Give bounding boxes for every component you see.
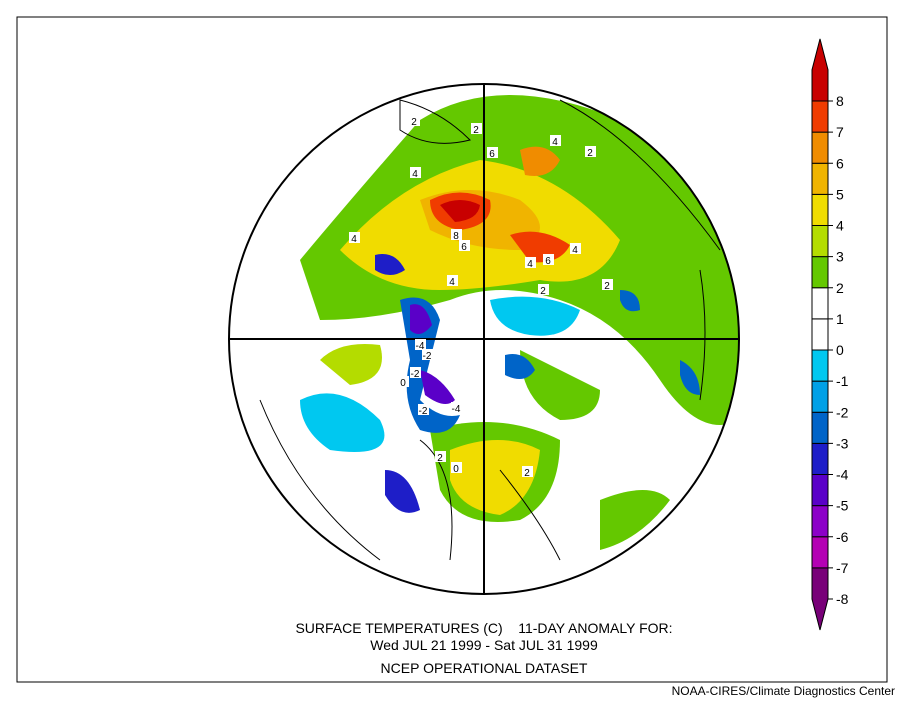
- contour-label: 4: [527, 259, 533, 270]
- colorbar-label: 2: [836, 280, 844, 296]
- label-box: [570, 243, 581, 254]
- contour-label: -4: [452, 404, 461, 415]
- colorbar-label: -6: [836, 529, 849, 545]
- contour-label: 0: [453, 464, 459, 475]
- label-box: [410, 367, 421, 378]
- contour-label: 2: [540, 286, 546, 297]
- colorbar-label: -4: [836, 467, 849, 483]
- contour-label: -4: [416, 341, 425, 352]
- colorbar-band: [811, 474, 829, 507]
- colorbar-band: [811, 131, 829, 164]
- title-line: Wed JUL 21 1999 - Sat JUL 31 1999: [370, 637, 598, 653]
- colorbar-label: 6: [836, 155, 844, 171]
- colorbar-band: [811, 442, 829, 475]
- contour-label: 2: [411, 117, 417, 128]
- label-box: [538, 284, 549, 295]
- colorbar-band: [811, 38, 829, 102]
- label-box: [409, 115, 420, 126]
- contour-label: 4: [552, 137, 558, 148]
- label-box: [422, 349, 433, 360]
- title-line: NCEP OPERATIONAL DATASET: [381, 660, 588, 676]
- title-line: SURFACE TEMPERATURES (C) 11-DAY ANOMALY …: [295, 620, 672, 636]
- label-box: [410, 167, 421, 178]
- label-box: [585, 146, 596, 157]
- contour-label: -2: [411, 369, 420, 380]
- colorbar-band: [811, 536, 829, 569]
- contour-label: 2: [604, 281, 610, 292]
- colorbar-label: 7: [836, 124, 844, 140]
- colorbar: -8 -7 -6 -5 -4 -3 -2 -1 0 1 2 3 4 5 6 7 8: [811, 38, 849, 631]
- contour-label: 6: [545, 256, 551, 267]
- contour-label: 4: [351, 234, 357, 245]
- label-box: [451, 229, 462, 240]
- colorbar-label: 4: [836, 218, 844, 234]
- contour-label: 4: [572, 245, 578, 256]
- colorbar-label: -1: [836, 373, 849, 389]
- contour-label: 6: [461, 242, 467, 253]
- label-box: [349, 232, 360, 243]
- contour-label: -2: [419, 406, 428, 417]
- contour-label: 2: [524, 468, 530, 479]
- colorbar-band: [811, 256, 829, 289]
- credit: NOAA-CIRES/Climate Diagnostics Center: [672, 684, 895, 698]
- label-box: [525, 257, 536, 268]
- contour-label: 4: [449, 277, 455, 288]
- colorbar-label: -2: [836, 404, 849, 420]
- label-box: [415, 339, 426, 350]
- label-box: [451, 462, 462, 473]
- label-box: [418, 404, 429, 415]
- colorbar-band: [811, 349, 829, 382]
- label-box: [447, 275, 458, 286]
- colorbar-label: 1: [836, 311, 844, 327]
- label-box: [471, 123, 482, 134]
- colorbar-label: 0: [836, 342, 844, 358]
- colorbar-label: -5: [836, 498, 849, 514]
- colorbar-label: -3: [836, 435, 849, 451]
- label-box: [602, 279, 613, 290]
- label-box: [435, 451, 446, 462]
- contour-label: 4: [412, 169, 418, 180]
- label-box: [459, 240, 470, 251]
- label-box: [398, 376, 409, 387]
- colorbar-band: [811, 380, 829, 413]
- colorbar-label: 5: [836, 186, 844, 202]
- contour-label: 0: [400, 378, 406, 389]
- colorbar-band: [811, 318, 829, 351]
- label-box: [550, 135, 561, 146]
- colorbar-label: 8: [836, 93, 844, 109]
- contour-label: 2: [587, 148, 593, 159]
- colorbar-band: [811, 193, 829, 226]
- label-box: [543, 254, 554, 265]
- contour-label: -2: [423, 351, 432, 362]
- contour-label: 2: [473, 125, 479, 136]
- colorbar-label: -7: [836, 560, 849, 576]
- colorbar-label: 3: [836, 249, 844, 265]
- colorbar-band: [811, 411, 829, 444]
- contour-label: 2: [437, 453, 443, 464]
- colorbar-band: [811, 100, 829, 133]
- contour-label: 6: [489, 149, 495, 160]
- colorbar-label: -8: [836, 591, 849, 607]
- label-box: [487, 147, 498, 158]
- label-box: [522, 466, 533, 477]
- contour-label: 8: [453, 231, 459, 242]
- colorbar-band: [811, 505, 829, 538]
- colorbar-band: [811, 225, 829, 258]
- label-box: [451, 402, 462, 413]
- colorbar-band: [811, 162, 829, 195]
- colorbar-band: [811, 287, 829, 320]
